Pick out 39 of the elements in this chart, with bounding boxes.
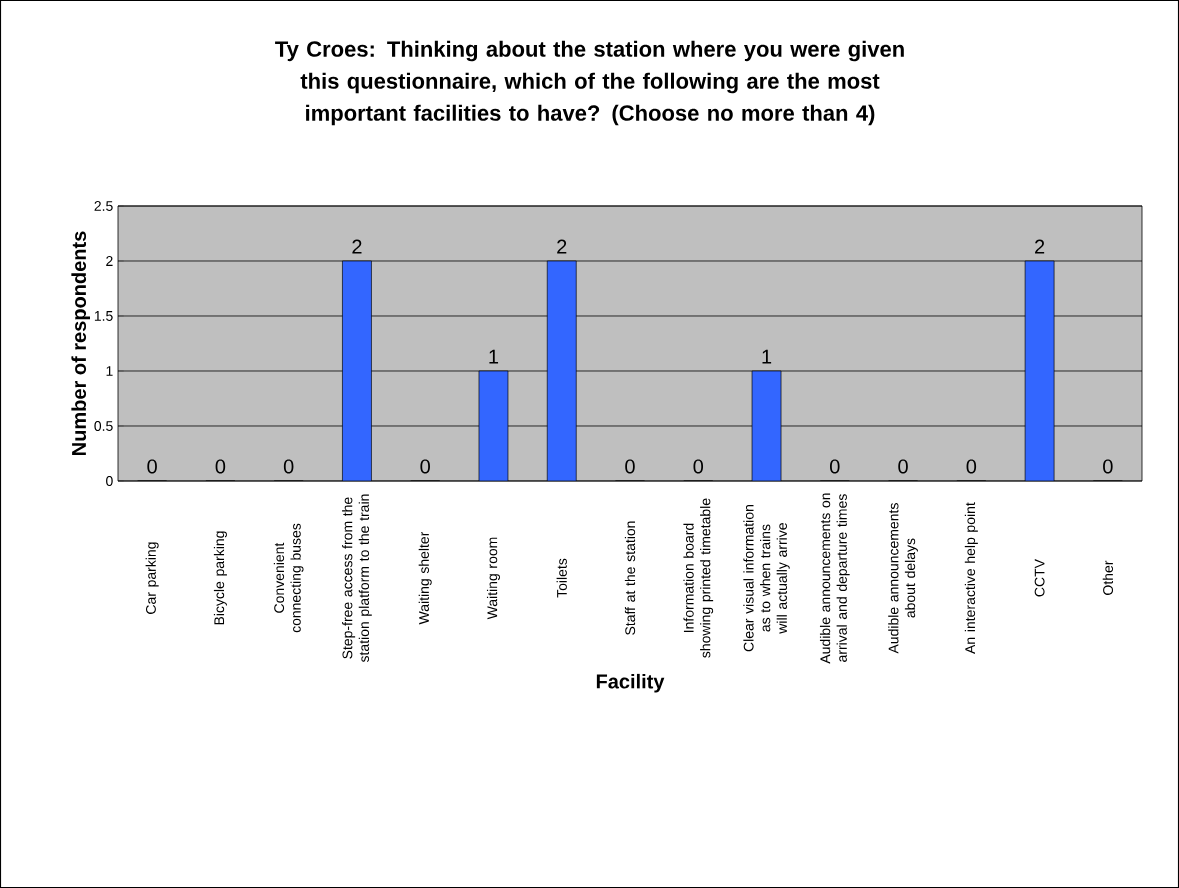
data-label: 0 [1103, 459, 1113, 474]
y-tick-label: 2.5 [94, 201, 113, 211]
x-tick-label: CCTV [1034, 559, 1045, 597]
data-label: 0 [830, 459, 840, 474]
data-label: 2 [352, 239, 362, 254]
data-label: 0 [898, 459, 908, 474]
x-tick-label: Audible announcements on arrival and departure times [819, 493, 850, 664]
data-label: 2 [1035, 239, 1045, 254]
x-tick-label: Waiting shelter [418, 531, 432, 625]
chart-title: Ty Croes: Thinking about the station where you were given this questionnaire, which of the following are the most important facilities to have? (Choose no more than 4) [275, 40, 904, 126]
x-tick-label: An interactive help point [964, 502, 978, 654]
data-label: 0 [147, 459, 157, 474]
data-label: 0 [420, 459, 430, 474]
data-label: 1 [489, 349, 499, 364]
x-tick-label: Car parking [145, 542, 159, 614]
y-tick-label: 2 [106, 256, 113, 266]
data-label: 2 [557, 239, 567, 254]
y-axis-title: Number of respondents [71, 231, 90, 455]
y-tick-label: 1.5 [94, 311, 113, 321]
data-label: 0 [693, 459, 704, 474]
x-tick-label: Waiting room [486, 537, 500, 620]
x-tick-label: Convenient connecting buses [273, 523, 304, 633]
data-label: 0 [283, 459, 294, 474]
x-tick-label: Staff at the station [624, 521, 636, 635]
data-label: 0 [625, 459, 635, 474]
data-label: 0 [966, 459, 977, 474]
data-label: 1 [762, 349, 772, 364]
x-tick-label: Other [1102, 560, 1114, 595]
y-tick-label: 0 [106, 476, 113, 486]
x-tick-label: Audible announcements about delays [888, 503, 918, 654]
x-tick-label: Information board showing printed timetable [683, 498, 714, 658]
x-tick-label: Bicycle parking [213, 531, 227, 625]
x-tick-label: Step-free access from the station platform to the train [342, 494, 372, 663]
data-label: 0 [215, 459, 226, 474]
x-axis-title: Facility [596, 673, 665, 693]
x-tick-label: Clear visual information as to when trains will actually arrive [743, 505, 790, 652]
x-tick-label: Toilets [556, 558, 567, 598]
y-tick-label: 0.5 [94, 421, 113, 431]
y-tick-label: 1 [106, 366, 113, 376]
